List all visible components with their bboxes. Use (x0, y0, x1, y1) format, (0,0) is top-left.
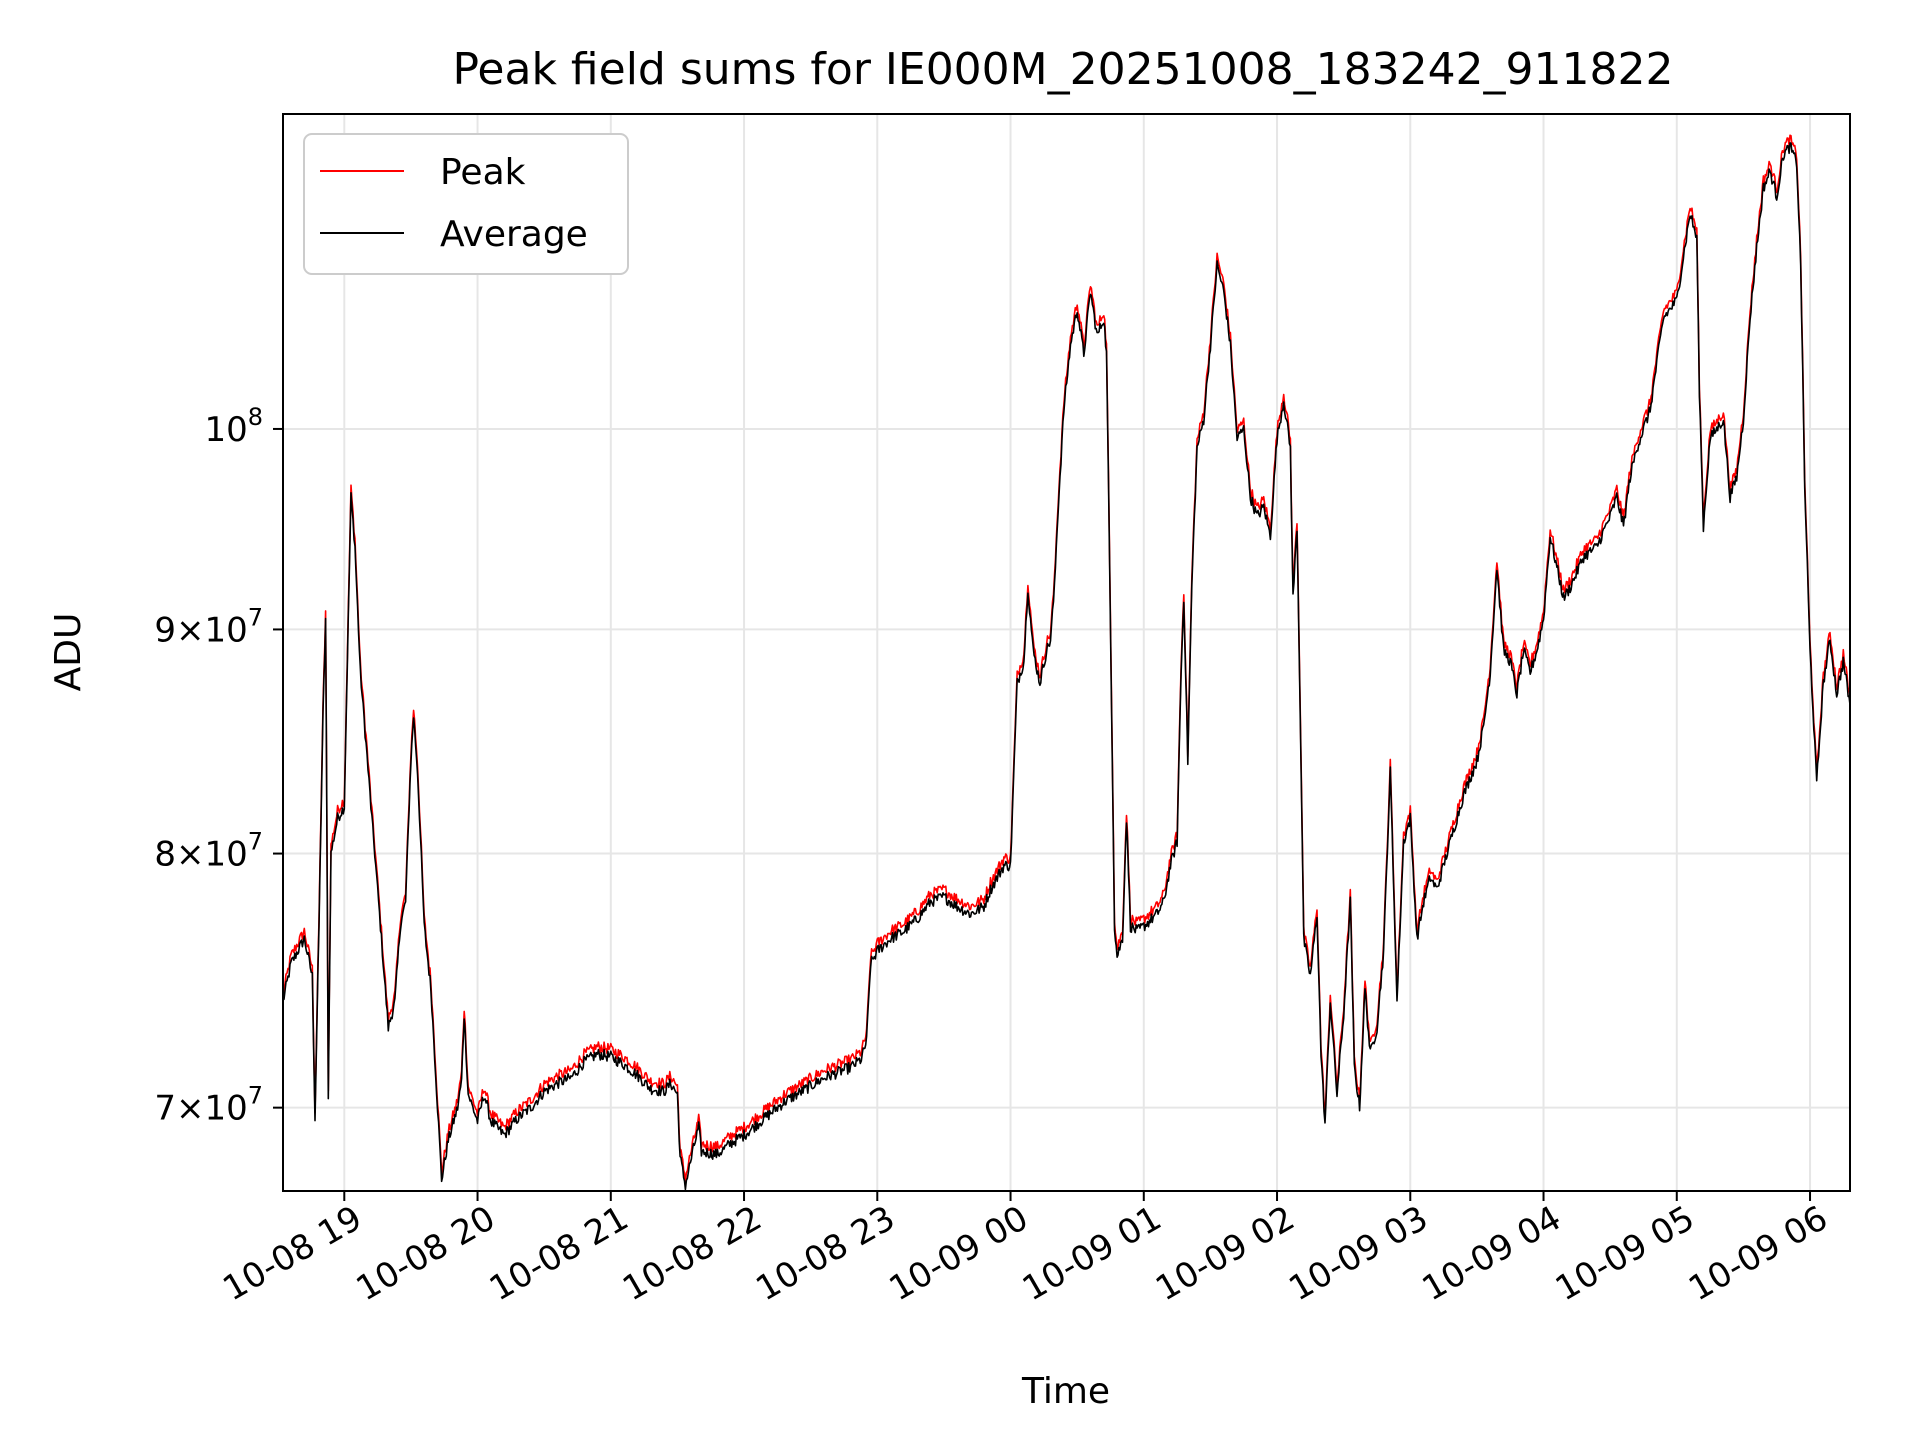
y-axis: 7×107 8×107 9×107 108 (154, 403, 283, 1129)
chart-title: Peak field sums for IE000M_20251008_1832… (452, 44, 1673, 95)
x-axis-label: Time (1021, 1371, 1110, 1412)
legend: Peak Average (303, 133, 629, 275)
legend-label-average: Average (440, 214, 588, 255)
x-tick-label: 10-08 19 (216, 1198, 368, 1309)
y-tick-label: 8×107 (154, 828, 263, 875)
legend-label-peak: Peak (440, 152, 526, 193)
x-tick-label: 10-08 23 (749, 1198, 901, 1309)
series-line-peak (282, 134, 1851, 1183)
plot-area (282, 134, 1851, 1191)
series-line-average (282, 142, 1851, 1191)
x-tick-label: 10-08 22 (616, 1198, 768, 1309)
y-axis-label: ADU (48, 613, 89, 692)
x-tick-label: 10-09 04 (1416, 1198, 1568, 1309)
x-tick-label: 10-09 06 (1682, 1198, 1834, 1309)
grid-lines (283, 114, 1850, 1191)
x-tick-label: 10-09 05 (1549, 1198, 1701, 1309)
x-tick-label: 10-09 02 (1149, 1198, 1301, 1309)
y-tick-label: 9×107 (154, 603, 263, 650)
x-tick-label: 10-08 21 (483, 1198, 635, 1309)
x-tick-label: 10-09 03 (1282, 1198, 1434, 1309)
y-tick-label: 7×107 (154, 1082, 263, 1129)
x-tick-label: 10-09 00 (883, 1198, 1035, 1309)
axes-frame (282, 113, 1851, 1192)
x-tick-label: 10-09 01 (1016, 1198, 1168, 1309)
legend-box (303, 133, 629, 275)
x-tick-label: 10-08 20 (350, 1198, 502, 1309)
y-tick-label: 108 (204, 403, 263, 450)
